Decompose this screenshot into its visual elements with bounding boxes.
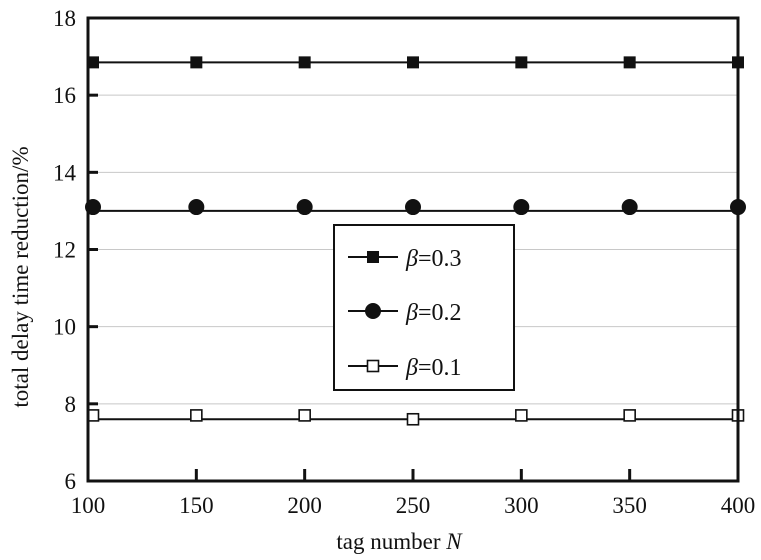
x-tick-label: 300 (504, 493, 539, 518)
data-point (405, 199, 421, 216)
legend-symbol: β (405, 355, 418, 381)
data-point (623, 56, 636, 69)
data-point (188, 199, 205, 216)
y-tick-label: 14 (53, 160, 77, 185)
legend-item: β=0.1 (348, 355, 462, 381)
legend-value: =0.3 (418, 246, 462, 272)
y-tick-label: 18 (53, 6, 76, 31)
data-point (190, 56, 203, 69)
legend: β=0.3β=0.2β=0.1 (333, 224, 515, 391)
data-point (515, 56, 528, 69)
y-tick-label: 16 (53, 83, 76, 108)
legend-label: β=0.3 (405, 246, 462, 272)
x-tick-label: 100 (71, 493, 106, 518)
data-point (406, 412, 420, 426)
axis-tick-labels: 6 8 10 12 14 16 18 100 150 200 250 300 350 400 (53, 6, 755, 518)
series-markers (85, 56, 746, 426)
legend-label: β=0.1 (405, 355, 462, 381)
x-tick-label: 350 (612, 493, 647, 518)
data-point (87, 56, 99, 69)
x-axis-title: tag number N (336, 529, 463, 554)
data-point (621, 199, 638, 216)
axis-ticks (86, 16, 740, 483)
y-tick-label: 12 (53, 238, 76, 263)
legend-label: β=0.2 (405, 300, 462, 326)
legend-symbol: β (405, 246, 418, 272)
data-point (513, 199, 530, 216)
x-tick-label: 200 (287, 493, 322, 518)
legend-value: =0.2 (418, 300, 462, 326)
y-axis-title: total delay time reduction/% (8, 146, 33, 407)
legend-marker (366, 359, 380, 373)
data-point (296, 199, 313, 216)
x-axis-title-variable: N (445, 529, 463, 554)
legend-marker (365, 303, 381, 319)
data-point (190, 409, 203, 422)
legend-item: β=0.3 (348, 246, 462, 272)
legend-item: β=0.2 (348, 300, 462, 326)
y-tick-label: 10 (53, 315, 76, 340)
legend-box (333, 224, 515, 391)
x-tick-label: 250 (396, 493, 431, 518)
legend-marker (367, 251, 379, 263)
x-tick-label: 150 (179, 493, 214, 518)
legend-value: =0.1 (418, 355, 462, 381)
legend-symbol: β (405, 300, 418, 326)
data-point (298, 56, 311, 69)
x-tick-label: 400 (721, 493, 756, 518)
data-point (515, 409, 528, 422)
data-point (298, 409, 311, 422)
y-tick-label: 8 (65, 392, 77, 417)
data-point (407, 56, 419, 69)
x-axis-title-text: tag number (336, 529, 446, 554)
data-point (623, 409, 636, 422)
y-tick-label: 6 (65, 469, 77, 494)
